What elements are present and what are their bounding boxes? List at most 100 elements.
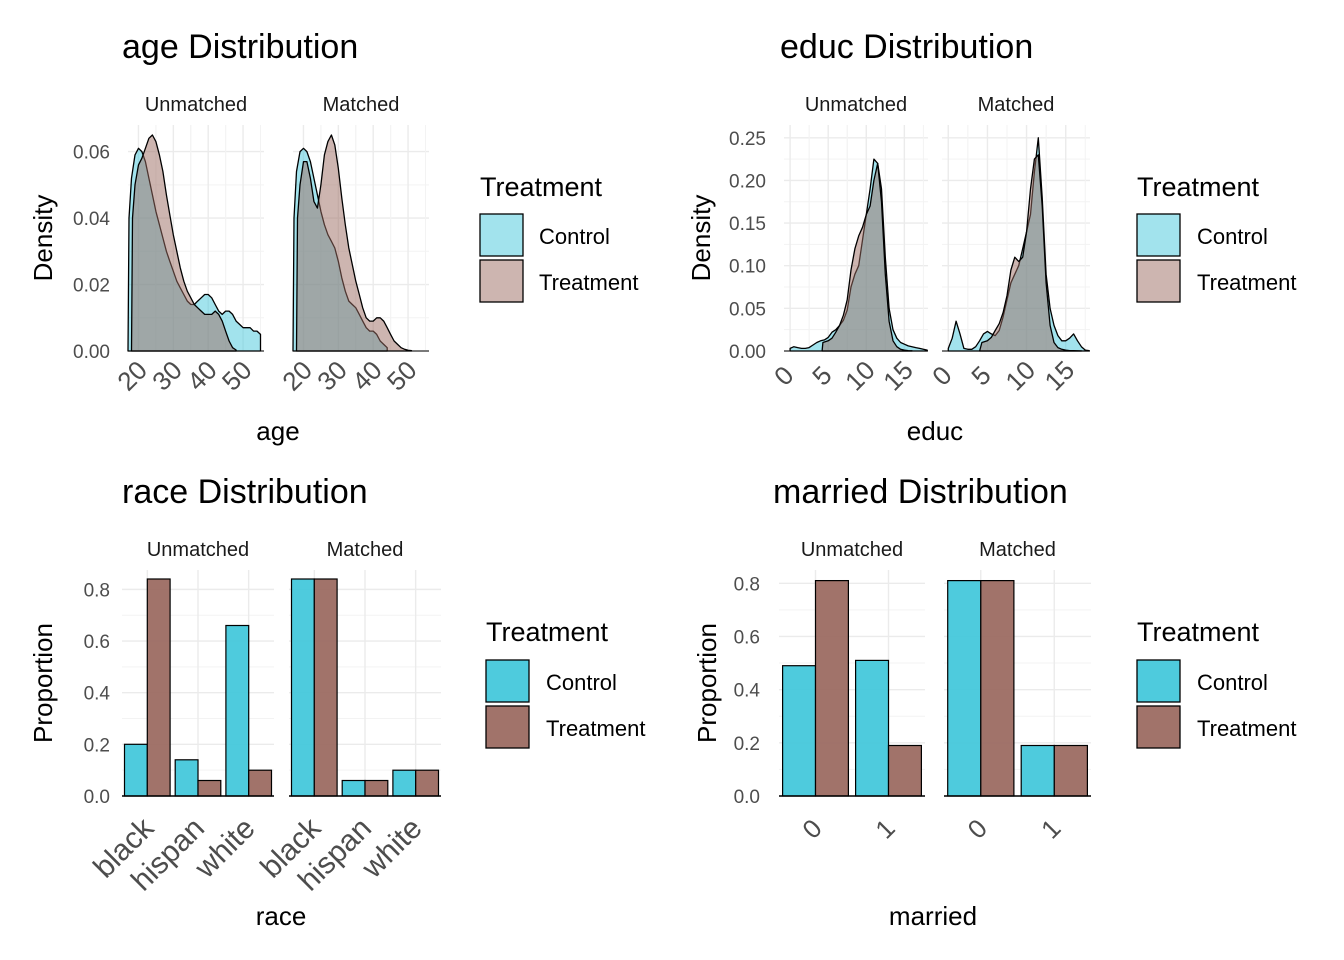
x-tick-label: 15: [1039, 355, 1081, 397]
bar-control-0: [948, 581, 981, 796]
y-axis-label: Proportion: [692, 623, 722, 743]
facet-strip-label: Unmatched: [801, 539, 903, 561]
legend-title: Treatment: [486, 617, 609, 647]
y-tick-label: 0.02: [73, 276, 110, 297]
y-tick-label: 0.4: [734, 681, 761, 702]
chart-title: race Distribution: [122, 473, 368, 511]
x-tick-label: 0: [796, 813, 827, 844]
legend-key-treatment: [480, 260, 523, 302]
bar-control-hispan: [342, 781, 365, 797]
density-area-treatment: [131, 135, 236, 351]
x-tick-label: 50: [216, 355, 258, 397]
facet-panel-unmatched: Unmatched 0 1: [779, 539, 925, 844]
chart-0: age Distribution 0.00 0.02 0.04 0.06 Density a…: [28, 28, 638, 446]
x-tick-label: 5: [806, 360, 837, 391]
legend: Treatment Control Treatment: [1137, 172, 1296, 302]
chart-2: race Distribution 0.0 0.2 0.4 0.6 0.8 Proporti…: [28, 473, 645, 931]
bar-control-black: [125, 744, 148, 796]
y-tick-label: 0.20: [729, 171, 766, 192]
bar-control-1: [856, 660, 889, 796]
density-area-treatment: [822, 163, 912, 351]
x-tick-label: 0: [926, 360, 957, 391]
chart-3: married Distribution 0.0 0.2 0.4 0.6 0.8 Propo…: [692, 473, 1296, 931]
y-tick-label: 0.0: [84, 787, 110, 808]
facet-strip-label: Matched: [327, 539, 404, 561]
legend-key-control: [1137, 214, 1180, 256]
bar-treatment-black: [314, 579, 337, 796]
y-tick-label: 0.6: [84, 632, 110, 653]
x-tick-label: 10: [839, 355, 881, 397]
y-tick-label: 0.10: [729, 257, 766, 278]
y-tick-label: 0.00: [73, 342, 110, 363]
x-axis-label: race: [256, 901, 307, 931]
bar-control-black: [292, 579, 315, 796]
chart-title: age Distribution: [122, 28, 358, 66]
y-tick-label: 0.25: [729, 129, 766, 150]
y-tick-label: 0.05: [729, 299, 766, 320]
y-tick-label: 0.0: [734, 787, 760, 808]
x-tick-label: 1: [1035, 813, 1066, 844]
legend-label: Control: [1197, 224, 1268, 249]
bar-control-white: [393, 770, 416, 796]
facet-strip-label: Matched: [979, 539, 1056, 561]
x-tick-label: 0: [962, 813, 993, 844]
bar-control-hispan: [175, 760, 198, 796]
y-axis-label: Density: [686, 195, 716, 282]
x-tick-label: white: [188, 812, 262, 886]
density-area-treatment: [296, 135, 411, 351]
legend-label: Treatment: [539, 270, 638, 295]
y-tick-label: 0.04: [73, 209, 110, 230]
x-axis-label: educ: [907, 416, 963, 446]
legend: Treatment Control Treatment: [480, 172, 638, 302]
legend: Treatment Control Treatment: [486, 617, 645, 748]
legend-title: Treatment: [480, 172, 603, 202]
facet-strip-label: Unmatched: [805, 94, 907, 116]
facet-strip-label: Unmatched: [147, 539, 249, 561]
legend-title: Treatment: [1137, 617, 1260, 647]
legend-label: Control: [539, 224, 610, 249]
y-tick-label: 0.8: [734, 574, 760, 595]
legend-label: Treatment: [1197, 270, 1296, 295]
legend-key-treatment: [1137, 260, 1180, 302]
y-tick-label: 0.4: [84, 684, 111, 705]
legend-key-control: [480, 214, 523, 256]
legend: Treatment Control Treatment: [1137, 617, 1296, 748]
x-tick-label: white: [355, 812, 429, 886]
bar-treatment-black: [147, 579, 170, 796]
y-tick-label: 0.2: [84, 735, 110, 756]
y-tick-label: 0.00: [729, 342, 766, 363]
x-tick-label: 15: [877, 355, 919, 397]
bar-treatment-white: [416, 770, 439, 796]
legend-label: Control: [1197, 670, 1268, 695]
y-tick-label: 0.06: [73, 143, 110, 164]
y-axis-label: Density: [28, 195, 58, 282]
bar-treatment-white: [249, 770, 272, 796]
facet-panel-matched: Matched 0 1: [944, 539, 1091, 844]
chart-title: married Distribution: [773, 473, 1068, 511]
bar-treatment-0: [816, 581, 849, 796]
chart-1: educ Distribution 0.00 0.05 0.10 0.15 0.20 0.2…: [686, 28, 1296, 446]
legend-label: Treatment: [546, 716, 645, 741]
bar-control-white: [226, 626, 249, 797]
y-tick-label: 0.8: [84, 580, 110, 601]
facet-strip-label: Matched: [323, 94, 400, 116]
legend-key-control: [1137, 660, 1180, 702]
x-axis-label: married: [889, 901, 977, 931]
bar-control-0: [783, 666, 816, 796]
facet-strip-label: Unmatched: [145, 94, 247, 116]
bar-treatment-1: [889, 746, 922, 797]
facet-strip-label: Matched: [978, 94, 1055, 116]
y-tick-label: 0.6: [734, 627, 760, 648]
y-tick-label: 0.2: [734, 734, 760, 755]
bar-treatment-0: [981, 581, 1014, 796]
x-tick-label: 5: [965, 360, 996, 391]
x-tick-label: 50: [381, 355, 423, 397]
figure: age Distribution0.000.020.040.06Densitya…: [0, 0, 1344, 960]
bar-treatment-hispan: [198, 781, 221, 797]
legend-label: Treatment: [1197, 716, 1296, 741]
